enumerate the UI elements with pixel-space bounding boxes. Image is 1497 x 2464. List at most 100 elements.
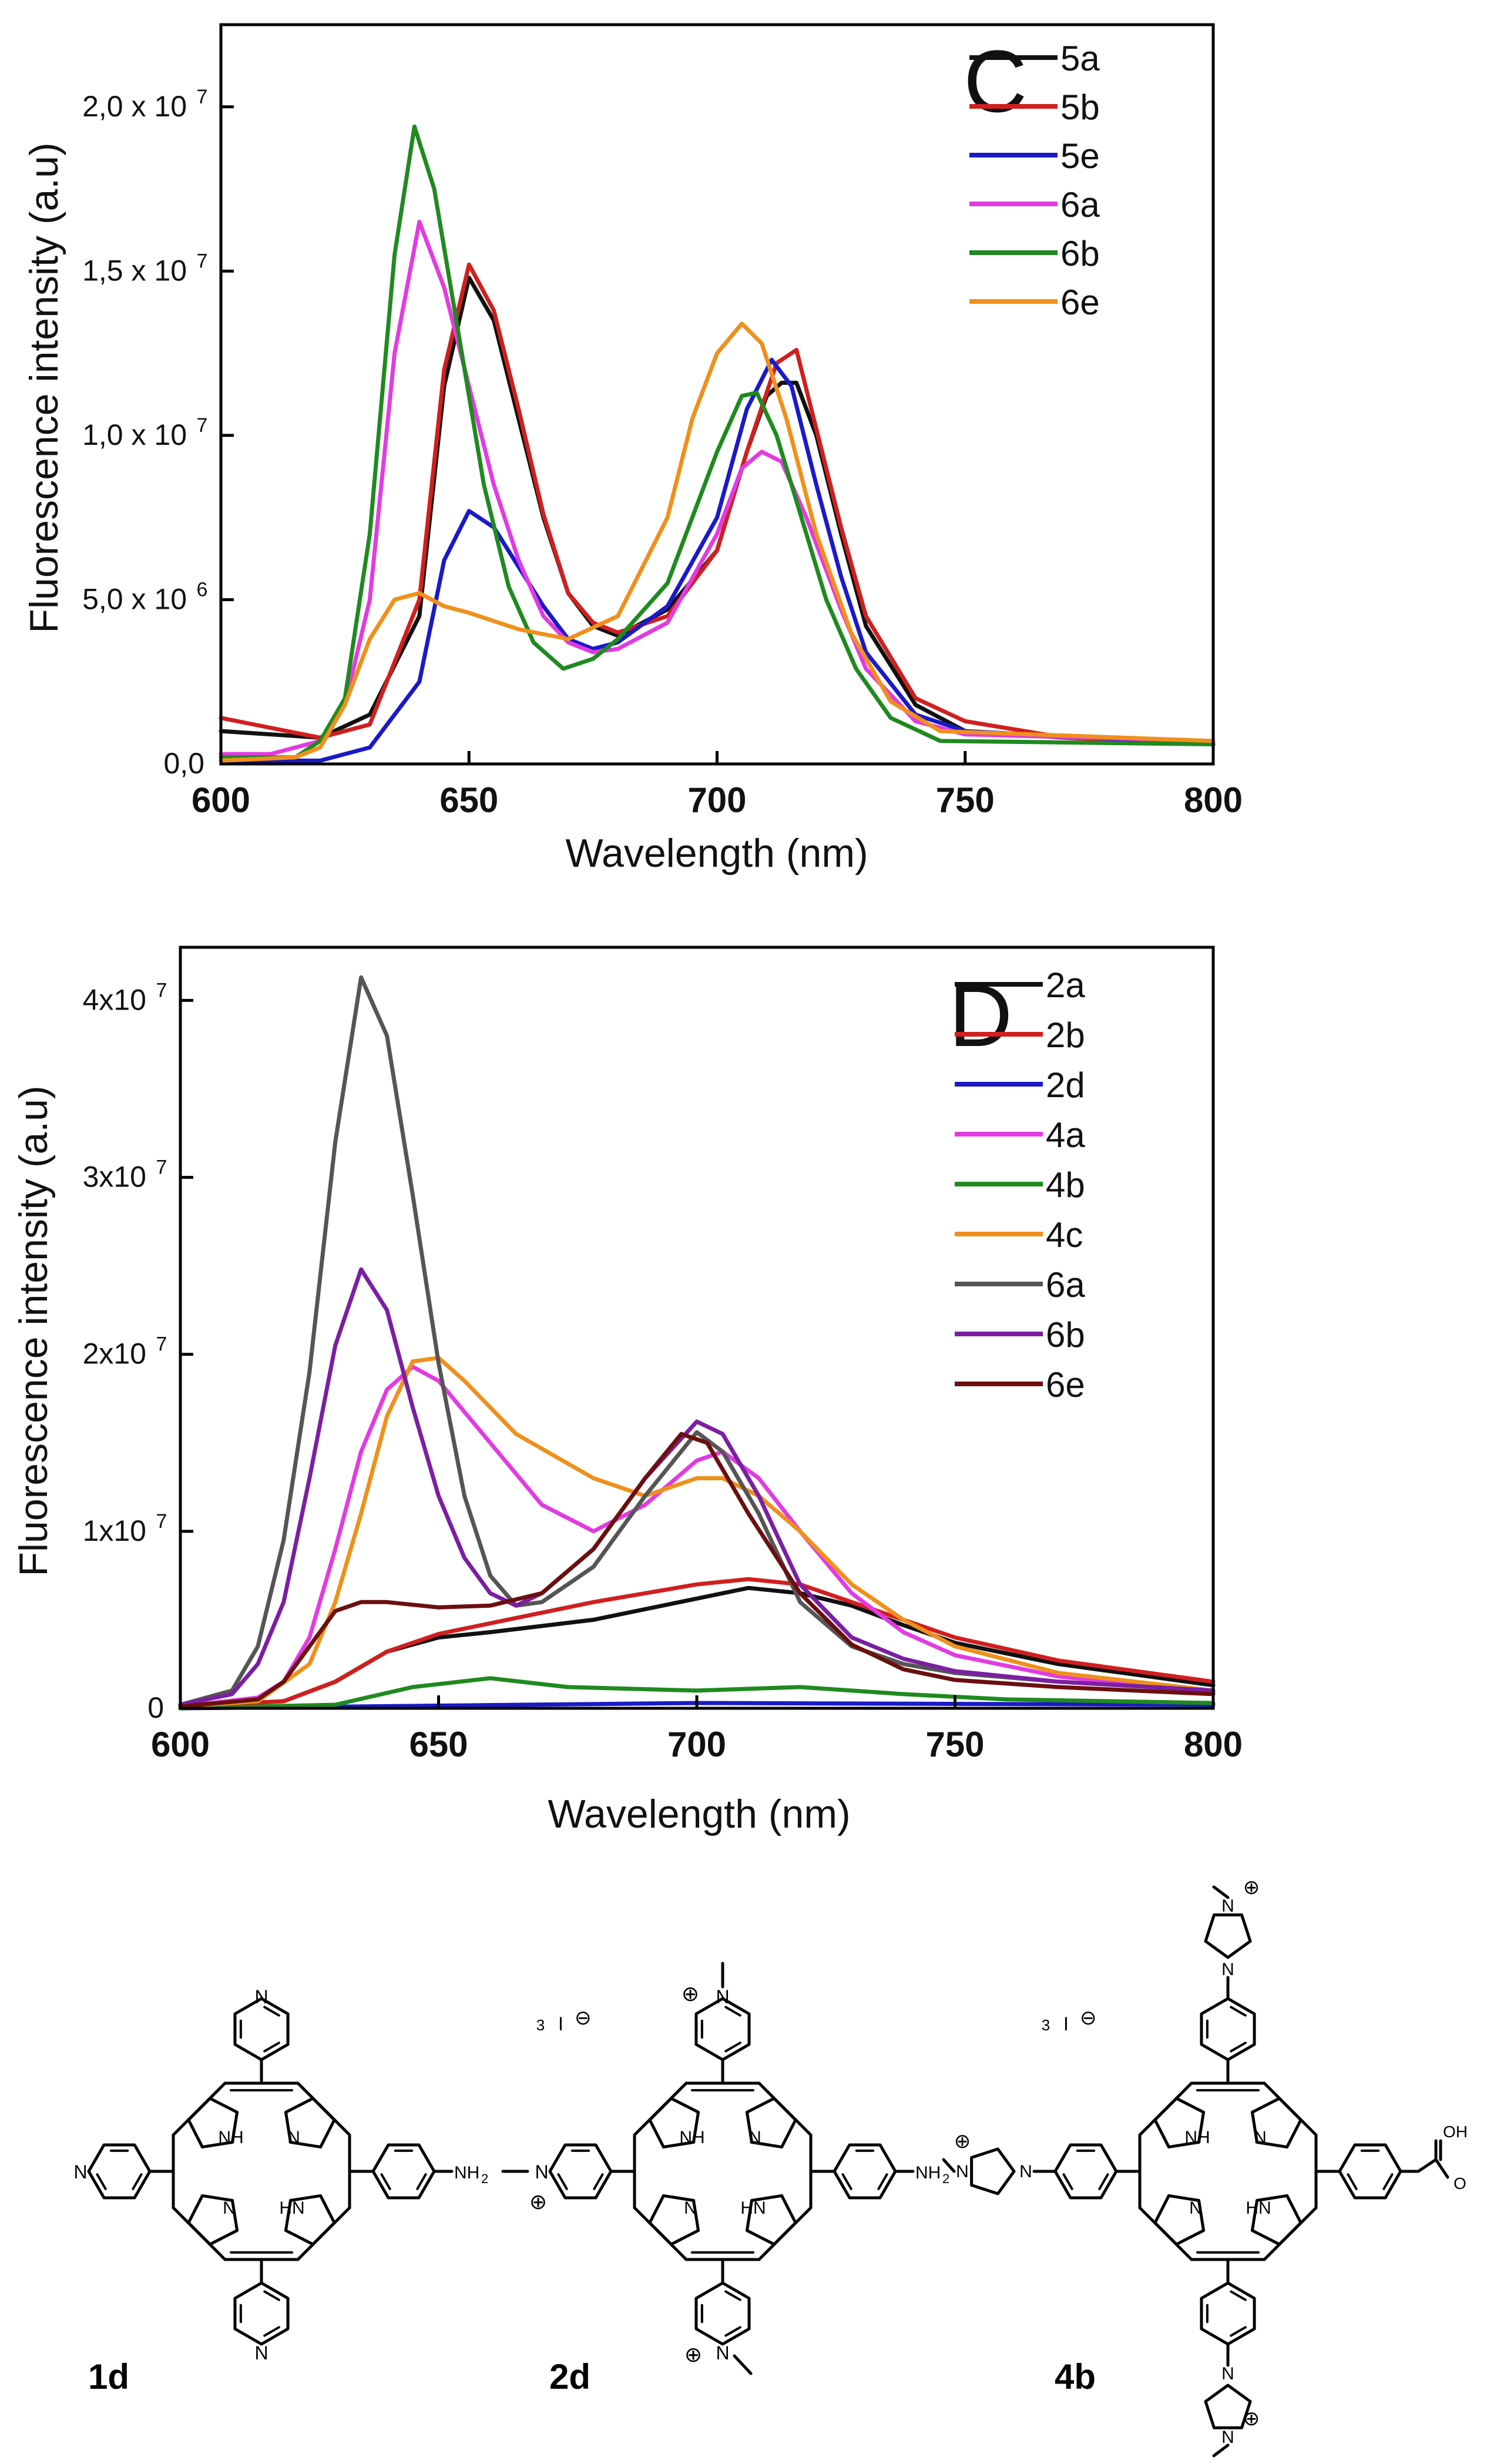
atom-label: ⊕ <box>1243 2408 1260 2430</box>
legend-label-6b: 6b <box>1046 1315 1085 1355</box>
atom-label: ⊕ <box>682 1982 699 2006</box>
y-tick-exponent: 7 <box>156 979 167 1001</box>
y-tick-label: 0,0 <box>163 747 204 780</box>
pyrrole-ring <box>1204 1913 1252 1959</box>
bond <box>263 2290 280 2301</box>
legend-label-4c: 4c <box>1046 1215 1083 1255</box>
bond <box>1230 2041 1247 2053</box>
atom-label: N <box>223 2198 236 2218</box>
bond <box>1098 2173 1109 2190</box>
compound-label: 1d <box>88 2357 129 2396</box>
atom-label: ⊖ <box>575 2007 592 2029</box>
y-tick-label: 3x10 <box>83 1161 146 1194</box>
atom-label: N <box>716 2342 729 2364</box>
atom-label: N <box>254 2342 268 2364</box>
atom-label: NH <box>1184 2128 1210 2147</box>
y-tick-exponent: 7 <box>156 1510 167 1533</box>
legend-label-6e: 6e <box>1046 1365 1085 1404</box>
bond <box>263 2006 280 2017</box>
bond <box>416 2173 427 2190</box>
atom-label: N <box>254 1986 268 2007</box>
atom-label: NH <box>915 2163 941 2183</box>
chart-panel-c: 600 650 700 750 800 0,0 5,0 x 10 6 1,0 x 10 7 1,5 … <box>22 23 1243 876</box>
atom-label: N <box>1221 1896 1234 1916</box>
x-tick-label: 800 <box>1184 1725 1243 1764</box>
atom-label: ⊖ <box>1080 2007 1097 2029</box>
chart-c-legend: 5a 5b 5e 6a 6b 6e <box>969 39 1100 322</box>
bond <box>557 2173 568 2190</box>
atom-label: I <box>558 2013 563 2034</box>
series-line-d-2b <box>178 1577 1216 1709</box>
x-tick-label: 800 <box>1184 780 1243 820</box>
series-line-c-6e <box>219 321 1216 763</box>
atom-label: N <box>287 2128 300 2147</box>
legend-label-6a: 6a <box>1046 1265 1085 1305</box>
series-line-c-6b <box>219 124 1216 760</box>
series-line-d-4c <box>178 1356 1216 1709</box>
y-tick-label: 1x10 <box>83 1514 146 1547</box>
legend-label-2d: 2d <box>1046 1065 1085 1105</box>
legend-label-6b: 6b <box>1060 234 1100 273</box>
legend-label-5a: 5a <box>1060 39 1100 78</box>
bond <box>1434 2158 1449 2179</box>
bond <box>263 2041 280 2053</box>
atom-label: OH <box>1443 2123 1468 2141</box>
bond <box>1230 2326 1247 2337</box>
chart-d-axes: 600 650 700 750 800 0 1x10 7 2x10 7 3x10 7 4x10 7 <box>83 979 1243 1764</box>
chart-panel-d: 600 650 700 750 800 0 1x10 7 2x10 7 3x10 7 4x10 7 D 2… <box>11 946 1243 1836</box>
atom-label: I <box>1063 2013 1069 2034</box>
bond <box>1347 2173 1358 2190</box>
aromatic-ring <box>1338 2143 1402 2200</box>
aromatic-ring <box>548 2143 613 2200</box>
bond <box>1212 2443 1230 2458</box>
atom-label: 3 <box>536 2016 545 2034</box>
y-tick-label: 2,0 x 10 <box>82 90 187 123</box>
aromatic-ring <box>694 1997 751 2061</box>
atom-label: ⊕ <box>684 2342 702 2366</box>
atom-label: NH <box>679 2128 704 2147</box>
x-tick-label: 600 <box>151 1725 210 1764</box>
legend-label-4a: 4a <box>1046 1115 1085 1155</box>
x-tick-label: 700 <box>687 780 746 820</box>
bond <box>724 2290 741 2301</box>
aromatic-ring <box>694 2281 751 2346</box>
aromatic-ring <box>87 2143 152 2200</box>
chart-c-y-axis-title: Fluorescence intensity (a.u) <box>22 142 66 633</box>
y-tick-exponent: 6 <box>197 578 208 601</box>
bond <box>1417 2158 1438 2173</box>
chart-c-axes: 600 650 700 750 800 0,0 5,0 x 10 6 1,0 x 10 7 1,5 … <box>82 86 1243 820</box>
aromatic-ring <box>233 1997 290 2061</box>
chart-d-x-axis-title: Wavelength (nm) <box>548 1792 850 1836</box>
bond <box>1062 2173 1073 2190</box>
bond <box>942 2158 956 2173</box>
y-tick-label: 1,0 x 10 <box>82 418 187 451</box>
atom-label: N <box>1221 1960 1234 1979</box>
chart-c-panel-label: C <box>964 32 1027 130</box>
atom-label: N <box>1019 2162 1032 2181</box>
chart-c-series-lines <box>219 124 1216 763</box>
y-tick-exponent: 7 <box>156 1333 167 1356</box>
compound-label: 2d <box>549 2357 590 2396</box>
atom-label: O <box>1454 2174 1466 2193</box>
chart-c-x-axis-title: Wavelength (nm) <box>565 831 868 876</box>
compound-label: 4b <box>1055 2357 1096 2396</box>
y-tick-exponent: 7 <box>197 250 208 272</box>
series-line-d-6b <box>178 1267 1216 1707</box>
atom-label: N <box>1221 2364 1234 2383</box>
bond <box>724 2326 741 2337</box>
macrocycle <box>633 2081 813 2261</box>
y-tick-exponent: 7 <box>156 1156 167 1179</box>
legend-label-2b: 2b <box>1046 1015 1085 1055</box>
atom-label: N <box>956 2162 969 2181</box>
chart-d-legend: 2a 2b 2d 4a 4b 4c 6a 6b 6e <box>955 966 1085 1404</box>
atom-label: NH <box>218 2128 243 2147</box>
x-tick-label: 650 <box>409 1725 468 1764</box>
atom-label: 3 <box>1042 2016 1050 2034</box>
pyrrole-ring <box>970 2147 1016 2195</box>
macrocycle <box>172 2081 351 2261</box>
atom-label: ⊕ <box>1243 1876 1260 1899</box>
